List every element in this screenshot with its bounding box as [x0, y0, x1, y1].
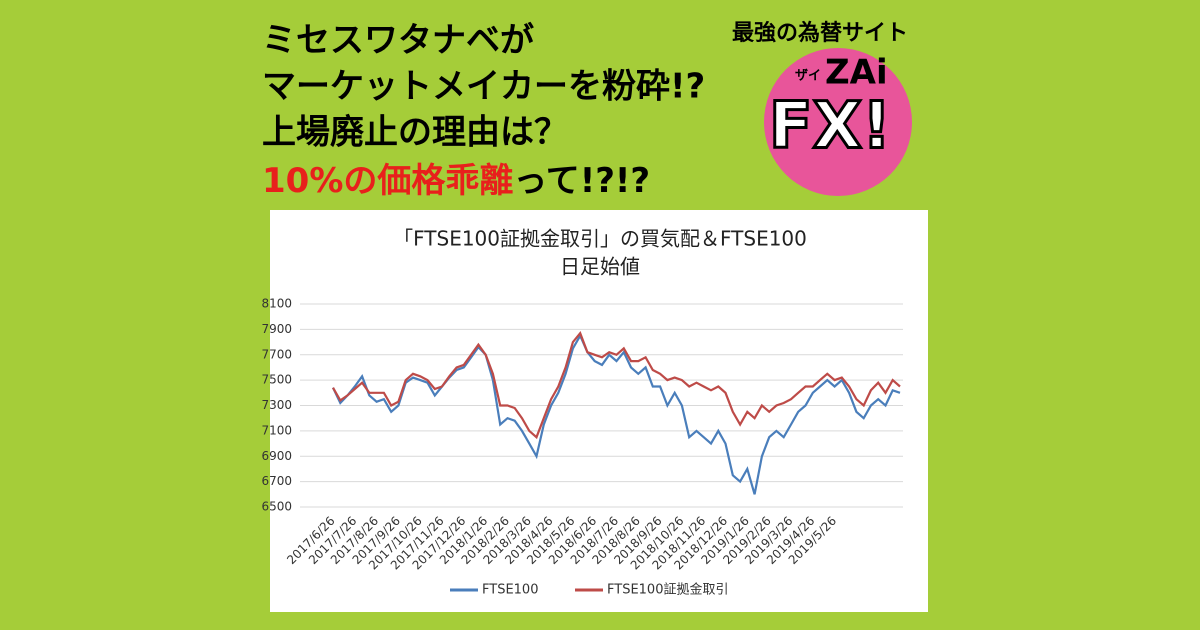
chart-title: 「FTSE100証拠金取引」の買気配＆FTSE100	[393, 227, 807, 251]
legend-label: FTSE100	[482, 583, 538, 598]
headline-black: って!?!?	[513, 161, 650, 201]
logo-brand-small: ザイ	[795, 69, 821, 84]
series-line	[332, 331, 901, 440]
headline-red: 10%の価格乖離	[262, 161, 513, 201]
y-tick-label: 6500	[261, 500, 292, 514]
legend-label: FTSE100証拠金取引	[607, 582, 728, 598]
logo-brand: ZAi	[825, 53, 888, 93]
y-tick-label: 7900	[261, 322, 292, 336]
y-tick-label: 7500	[261, 373, 292, 387]
y-tick-label: 7700	[261, 347, 292, 361]
headline-line: ミセスワタナベが	[262, 21, 534, 61]
y-tick-label: 7300	[261, 398, 292, 412]
chart-panel	[270, 210, 928, 612]
headline-line: マーケットメイカーを粉砕!?	[262, 67, 705, 107]
y-tick-label: 6700	[261, 474, 292, 488]
y-tick-label: 6900	[261, 449, 292, 463]
chart-title: 日足始値	[560, 255, 640, 279]
headline-line: 10%の価格乖離って!?!?	[262, 161, 650, 201]
series-line	[332, 333, 901, 495]
logo-tagline: 最強の為替サイト	[732, 20, 908, 46]
y-tick-label: 8100	[261, 297, 292, 311]
logo-circle	[764, 48, 912, 196]
logo-big: FX!	[769, 90, 891, 164]
headline-line: 上場廃止の理由は？	[262, 113, 568, 153]
y-tick-label: 7100	[261, 423, 292, 437]
